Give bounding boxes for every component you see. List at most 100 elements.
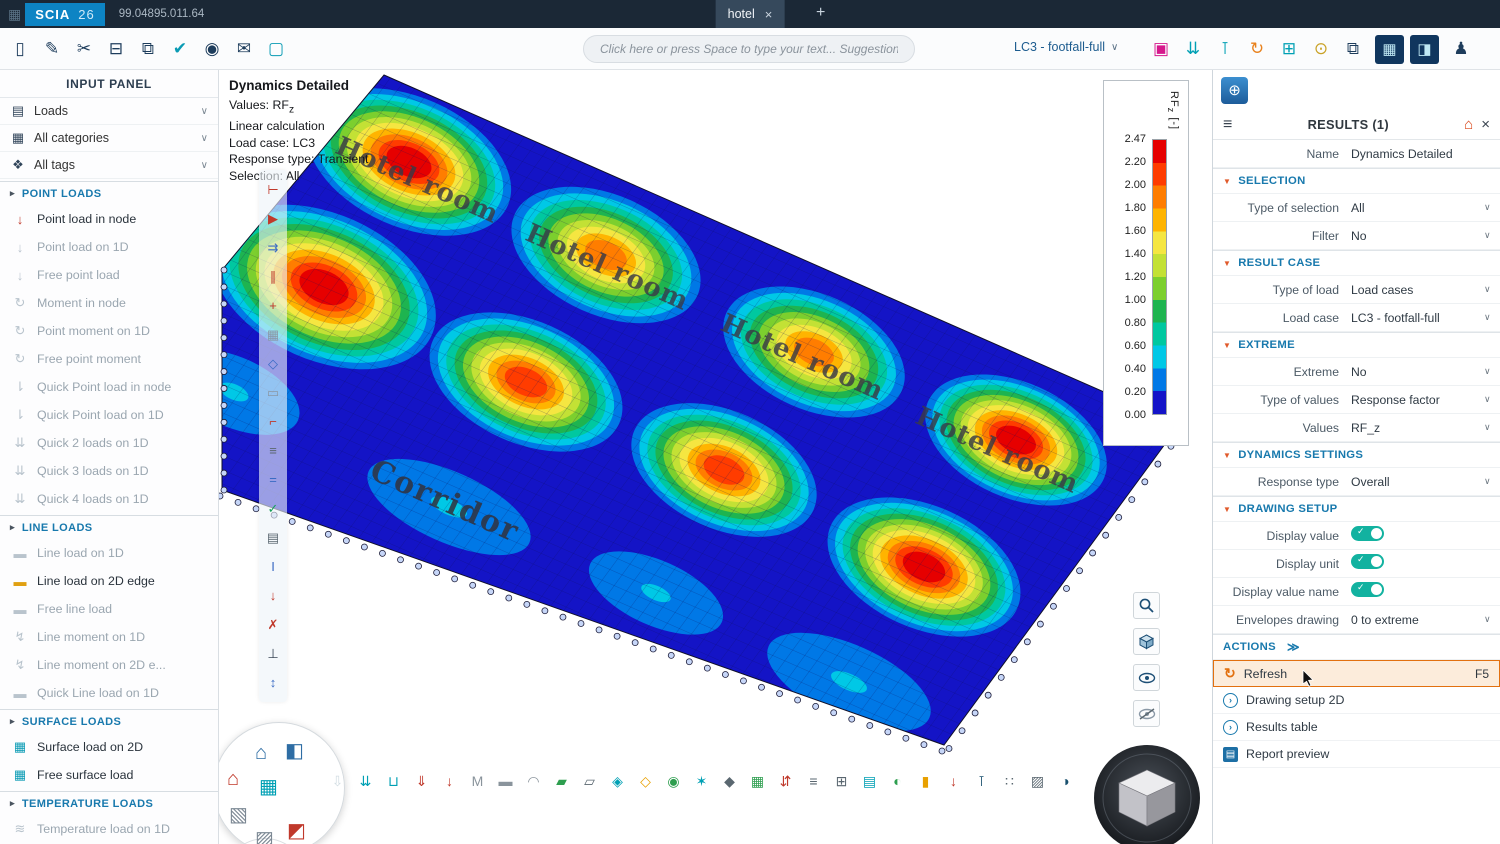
item-quick-3-loads-on-1d[interactable]: ⇊ Quick 3 loads on 1D	[0, 457, 218, 485]
home-blue-icon[interactable]: ⌂	[255, 742, 268, 764]
section-line-loads[interactable]: ▸ LINE LOADS	[0, 515, 218, 539]
menu-lines-icon[interactable]: ≡	[269, 443, 277, 458]
item-free-surface-load[interactable]: ▦ Free surface load	[13, 767, 134, 782]
section-dynamics-settings[interactable]: ▼ DYNAMICS SETTINGS	[1213, 442, 1500, 468]
item-quick-point-load-on-1d[interactable]: ⇂ Quick Point load on 1D	[0, 401, 218, 429]
double-arrow-icon[interactable]: ⇊	[359, 773, 372, 789]
pin-panel-icon[interactable]: ⌂	[1464, 116, 1474, 133]
action-refresh[interactable]: ↻ Refresh F5	[1213, 660, 1500, 687]
red-down-icon[interactable]: ↓	[950, 773, 957, 789]
visibility-icon[interactable]: ◉	[204, 38, 220, 58]
teal-rows-icon[interactable]: ▤	[862, 773, 877, 789]
diamond-icon[interactable]: ◈	[612, 773, 623, 789]
prop-values[interactable]: Values RF_z ∨	[1213, 414, 1500, 442]
green-check-icon[interactable]: ✓	[267, 501, 279, 516]
new-document-icon[interactable]: ▯	[15, 38, 25, 58]
item-free-point-load[interactable]: ↓ Free point load	[0, 261, 218, 289]
prop-type-of-selection[interactable]: Type of selection All ∨	[1213, 194, 1500, 222]
zoom-icon[interactable]	[1133, 592, 1160, 619]
prop-type-of-load[interactable]: Type of load Load cases ∨	[1213, 276, 1500, 304]
item-surface-load-on-2d[interactable]: ▦ Surface load on 2D	[13, 739, 144, 754]
blue-diamond-icon[interactable]: ◇	[268, 356, 278, 371]
beam-icon[interactable]: ▬	[498, 773, 513, 789]
filter-loads[interactable]: ▤ Loads ∨	[0, 98, 218, 125]
book-search-icon[interactable]: ▢	[267, 38, 285, 58]
main-3d-viewport[interactable]: Hotel room Hotel room Hotel room Hotel room…	[219, 70, 1212, 844]
navigation-cube[interactable]	[1091, 742, 1203, 844]
prop-envelopes-drawing[interactable]: Envelopes drawing 0 to extreme ∨	[1213, 606, 1500, 634]
prop-extreme[interactable]: Extreme No ∨	[1213, 358, 1500, 386]
dark-diamond-icon[interactable]: ◆	[724, 773, 735, 789]
section-surface-loads[interactable]: ▸ SURFACE LOADS	[0, 709, 218, 733]
prop-type-of-values[interactable]: Type of values Response factor ∨	[1213, 386, 1500, 414]
refresh-sync-icon[interactable]: ↻	[1249, 39, 1265, 58]
item-line-moment-on-2d-edge[interactable]: ↯ Line moment on 2D e...	[0, 651, 218, 679]
item-free-point-moment[interactable]: ↻ Free point moment	[0, 345, 218, 373]
filter-tags[interactable]: ❖ All tags ∨	[0, 152, 218, 179]
panel-menu-icon[interactable]: ≡	[1223, 115, 1233, 133]
item-line-load-on-2d-edge[interactable]: ▬ Line load on 2D edge	[13, 573, 155, 589]
pie-icon[interactable]: ◑	[1061, 773, 1070, 789]
action-drawing-setup-2d[interactable]: › Drawing setup 2D	[1213, 687, 1500, 714]
half-circle-icon[interactable]: ◐	[893, 773, 902, 789]
table-icon[interactable]: ⊞	[1281, 39, 1297, 58]
dark-tee-icon[interactable]: ⊥	[267, 646, 279, 661]
lock-icon[interactable]: ⊙	[1313, 39, 1329, 58]
red-arrow-down-icon[interactable]: ↓	[269, 588, 277, 603]
box-gray-icon[interactable]: ▧	[229, 804, 248, 826]
render-config-button[interactable]: ◨	[1410, 34, 1439, 64]
prop-name[interactable]: Name Dynamics Detailed	[1213, 140, 1500, 168]
check-shield-icon[interactable]: ✔	[172, 38, 188, 58]
item-quick-point-load-in-node[interactable]: ⇂ Quick Point load in node	[0, 373, 218, 401]
item-free-line-load[interactable]: ▬ Free line load	[13, 601, 113, 617]
actions-expand-icon[interactable]: ≫	[1286, 640, 1299, 654]
item-quick-2-loads-on-1d[interactable]: ⇊ Quick 2 loads on 1D	[0, 429, 218, 457]
section-selection[interactable]: ▼ SELECTION	[1213, 168, 1500, 194]
red-arrow-icon[interactable]: ⇓	[415, 773, 428, 789]
grid-teal-icon[interactable]: ▦	[259, 776, 278, 798]
item-point-load-on-1d[interactable]: ↓ Point load on 1D	[0, 233, 218, 261]
red-bars-icon[interactable]: ∥	[269, 269, 277, 284]
display-unit-toggle[interactable]	[1351, 553, 1384, 569]
properties-tool-icon[interactable]: ⊕	[1221, 76, 1248, 104]
green-bar-icon[interactable]: ▰	[556, 773, 567, 789]
section-actions[interactable]: ACTIONS ≫	[1213, 634, 1500, 660]
moment-icon[interactable]: M	[471, 773, 484, 789]
item-moment-in-node[interactable]: ↻ Moment in node	[0, 289, 218, 317]
prop-filter[interactable]: Filter No ∨	[1213, 222, 1500, 250]
clipboard-pink-icon[interactable]: ▣	[1152, 39, 1170, 58]
visibility-off-icon[interactable]	[1133, 700, 1160, 727]
section-drawing-setup[interactable]: ▼ DRAWING SETUP	[1213, 496, 1500, 522]
layers-icon[interactable]: ≡	[809, 773, 818, 789]
mail-icon[interactable]: ✉	[236, 38, 252, 58]
teal-star-icon[interactable]: ✶	[695, 773, 708, 789]
close-panel-icon[interactable]: ×	[1481, 116, 1490, 133]
item-line-load-on-1d[interactable]: ▬ Line load on 1D	[13, 545, 124, 561]
view-config-button[interactable]: ▦	[1375, 34, 1404, 64]
arrows-teal-icon[interactable]: ⇊	[1185, 39, 1201, 58]
section-temperature-loads[interactable]: ▸ TEMPERATURE LOADS	[0, 791, 218, 815]
red-updown-icon[interactable]: ⇵	[779, 773, 792, 789]
blue-updown-icon[interactable]: ↕	[269, 675, 277, 690]
red-pin-icon[interactable]: ↓	[446, 773, 453, 789]
printer-icon[interactable]: ⊟	[108, 38, 124, 58]
visibility-icon[interactable]	[1133, 664, 1160, 691]
cube-red-blue-icon[interactable]: ◩	[287, 820, 306, 842]
tab-close-icon[interactable]: ×	[764, 6, 773, 22]
grid-plus-icon[interactable]: ⊞	[835, 773, 848, 789]
gray-grid-icon[interactable]: ▦	[266, 327, 280, 342]
arc-icon[interactable]: ◠	[527, 773, 540, 789]
yellow-diamond-icon[interactable]: ◇	[640, 773, 651, 789]
item-line-moment-on-1d[interactable]: ↯ Line moment on 1D	[0, 623, 218, 651]
command-search-input[interactable]	[583, 35, 915, 63]
warehouse-blue-icon[interactable]: ◧	[285, 740, 304, 762]
green-dot-icon[interactable]: ◉	[667, 773, 680, 789]
action-report-preview[interactable]: ▤ Report preview	[1213, 741, 1500, 768]
layout-icon[interactable]: ⧉	[1346, 39, 1360, 58]
display-value-toggle[interactable]	[1351, 525, 1384, 541]
tee-icon[interactable]: ⊺	[977, 773, 986, 789]
red-plus-icon[interactable]: +	[269, 298, 277, 313]
hatch-square-icon[interactable]: ▨	[1030, 773, 1045, 789]
red-bracket-icon[interactable]: ⊢	[267, 182, 279, 197]
item-point-moment-on-1d[interactable]: ↻ Point moment on 1D	[0, 317, 218, 345]
